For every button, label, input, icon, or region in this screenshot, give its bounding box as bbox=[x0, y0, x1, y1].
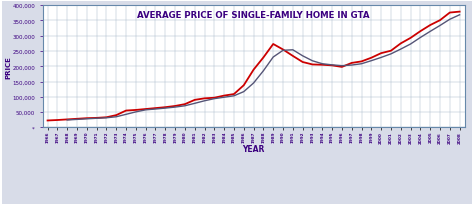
AVERAGE PRICE bbox=[378, 53, 384, 55]
AVERAGE PRICE bbox=[133, 109, 139, 112]
3-YEAR MOVING AVERAGE bbox=[251, 82, 256, 85]
3-YEAR MOVING AVERAGE bbox=[231, 95, 237, 98]
X-axis label: YEAR: YEAR bbox=[242, 144, 265, 153]
3-YEAR MOVING AVERAGE bbox=[418, 37, 423, 40]
AVERAGE PRICE bbox=[310, 64, 315, 66]
3-YEAR MOVING AVERAGE bbox=[64, 119, 70, 122]
AVERAGE PRICE bbox=[202, 98, 208, 100]
3-YEAR MOVING AVERAGE bbox=[290, 49, 296, 52]
AVERAGE PRICE bbox=[261, 57, 266, 59]
AVERAGE PRICE bbox=[398, 43, 403, 45]
AVERAGE PRICE bbox=[84, 117, 90, 120]
AVERAGE PRICE bbox=[418, 31, 423, 33]
3-YEAR MOVING AVERAGE bbox=[221, 96, 227, 99]
AVERAGE PRICE bbox=[388, 50, 394, 53]
3-YEAR MOVING AVERAGE bbox=[270, 56, 276, 59]
AVERAGE PRICE bbox=[437, 20, 443, 22]
AVERAGE PRICE bbox=[339, 66, 345, 69]
3-YEAR MOVING AVERAGE bbox=[182, 105, 188, 108]
AVERAGE PRICE bbox=[123, 110, 129, 112]
3-YEAR MOVING AVERAGE bbox=[339, 65, 345, 68]
3-YEAR MOVING AVERAGE bbox=[261, 70, 266, 73]
3-YEAR MOVING AVERAGE bbox=[388, 53, 394, 56]
3-YEAR MOVING AVERAGE bbox=[329, 64, 335, 67]
3-YEAR MOVING AVERAGE bbox=[104, 117, 109, 119]
3-YEAR MOVING AVERAGE bbox=[310, 60, 315, 63]
Y-axis label: PRICE: PRICE bbox=[5, 56, 11, 78]
3-YEAR MOVING AVERAGE bbox=[447, 19, 453, 21]
3-YEAR MOVING AVERAGE bbox=[133, 111, 139, 114]
AVERAGE PRICE bbox=[55, 119, 60, 122]
AVERAGE PRICE bbox=[104, 116, 109, 119]
AVERAGE PRICE bbox=[231, 93, 237, 96]
AVERAGE PRICE bbox=[270, 43, 276, 46]
AVERAGE PRICE bbox=[45, 120, 50, 122]
AVERAGE PRICE bbox=[163, 107, 168, 109]
AVERAGE PRICE bbox=[368, 57, 374, 60]
AVERAGE PRICE bbox=[300, 61, 305, 64]
3-YEAR MOVING AVERAGE bbox=[202, 100, 208, 103]
AVERAGE PRICE bbox=[457, 11, 463, 14]
AVERAGE PRICE bbox=[143, 108, 148, 111]
3-YEAR MOVING AVERAGE bbox=[211, 98, 217, 100]
3-YEAR MOVING AVERAGE bbox=[300, 55, 305, 58]
Line: 3-YEAR MOVING AVERAGE: 3-YEAR MOVING AVERAGE bbox=[67, 16, 460, 120]
3-YEAR MOVING AVERAGE bbox=[319, 63, 325, 66]
3-YEAR MOVING AVERAGE bbox=[378, 57, 384, 59]
3-YEAR MOVING AVERAGE bbox=[428, 31, 433, 33]
3-YEAR MOVING AVERAGE bbox=[143, 109, 148, 111]
AVERAGE PRICE bbox=[447, 12, 453, 15]
AVERAGE PRICE bbox=[290, 55, 296, 58]
3-YEAR MOVING AVERAGE bbox=[457, 14, 463, 17]
3-YEAR MOVING AVERAGE bbox=[437, 25, 443, 28]
AVERAGE PRICE bbox=[172, 105, 178, 108]
3-YEAR MOVING AVERAGE bbox=[153, 108, 158, 111]
3-YEAR MOVING AVERAGE bbox=[349, 64, 355, 67]
AVERAGE PRICE bbox=[319, 64, 325, 67]
AVERAGE PRICE bbox=[192, 99, 198, 102]
AVERAGE PRICE bbox=[359, 61, 365, 63]
3-YEAR MOVING AVERAGE bbox=[408, 43, 413, 46]
3-YEAR MOVING AVERAGE bbox=[123, 114, 129, 116]
AVERAGE PRICE bbox=[94, 117, 100, 119]
3-YEAR MOVING AVERAGE bbox=[84, 118, 90, 121]
AVERAGE PRICE bbox=[428, 25, 433, 27]
AVERAGE PRICE bbox=[74, 118, 80, 121]
3-YEAR MOVING AVERAGE bbox=[280, 50, 286, 52]
3-YEAR MOVING AVERAGE bbox=[113, 116, 119, 118]
AVERAGE PRICE bbox=[221, 95, 227, 97]
AVERAGE PRICE bbox=[182, 103, 188, 106]
3-YEAR MOVING AVERAGE bbox=[398, 49, 403, 51]
Legend: AVERAGE PRICE, 3-YEAR MOVING AVERAGE: AVERAGE PRICE, 3-YEAR MOVING AVERAGE bbox=[169, 204, 338, 206]
3-YEAR MOVING AVERAGE bbox=[368, 60, 374, 63]
3-YEAR MOVING AVERAGE bbox=[192, 103, 198, 105]
3-YEAR MOVING AVERAGE bbox=[172, 106, 178, 109]
AVERAGE PRICE bbox=[280, 49, 286, 52]
3-YEAR MOVING AVERAGE bbox=[241, 91, 246, 93]
3-YEAR MOVING AVERAGE bbox=[359, 63, 365, 66]
3-YEAR MOVING AVERAGE bbox=[74, 119, 80, 121]
AVERAGE PRICE bbox=[251, 69, 256, 71]
AVERAGE PRICE bbox=[241, 84, 246, 87]
Text: AVERAGE PRICE OF SINGLE-FAMILY HOME IN GTA: AVERAGE PRICE OF SINGLE-FAMILY HOME IN G… bbox=[137, 11, 370, 20]
AVERAGE PRICE bbox=[329, 65, 335, 67]
3-YEAR MOVING AVERAGE bbox=[163, 107, 168, 110]
AVERAGE PRICE bbox=[64, 119, 70, 121]
3-YEAR MOVING AVERAGE bbox=[94, 117, 100, 120]
AVERAGE PRICE bbox=[349, 62, 355, 65]
AVERAGE PRICE bbox=[113, 114, 119, 117]
AVERAGE PRICE bbox=[153, 107, 158, 110]
AVERAGE PRICE bbox=[408, 37, 413, 40]
Line: AVERAGE PRICE: AVERAGE PRICE bbox=[47, 13, 460, 121]
AVERAGE PRICE bbox=[211, 97, 217, 99]
